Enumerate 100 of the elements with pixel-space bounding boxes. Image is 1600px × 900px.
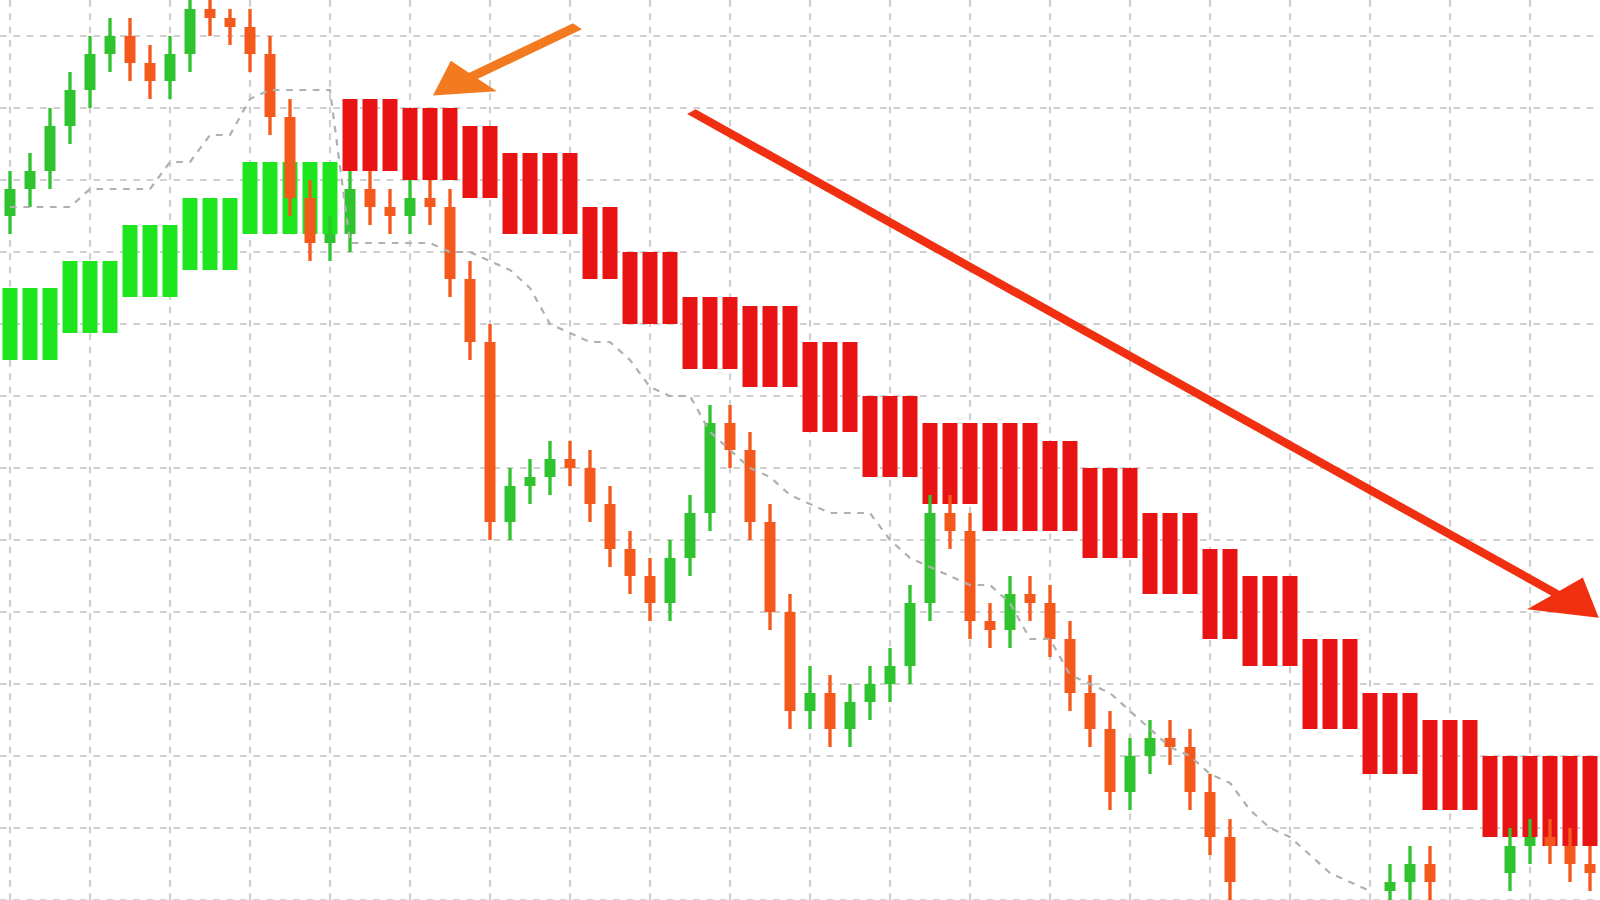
candlestick bbox=[564, 439, 576, 488]
bar bbox=[582, 207, 598, 279]
bar bbox=[722, 297, 738, 369]
bar bbox=[922, 423, 938, 504]
candlestick bbox=[184, 0, 196, 74]
candlestick bbox=[584, 448, 596, 524]
bar bbox=[1022, 423, 1038, 531]
bar bbox=[1222, 549, 1238, 639]
candlestick bbox=[384, 187, 396, 236]
bar bbox=[82, 261, 98, 333]
bar bbox=[182, 198, 198, 270]
candlestick bbox=[804, 664, 816, 731]
bar bbox=[862, 396, 878, 477]
bar bbox=[1142, 513, 1158, 594]
bar bbox=[1502, 756, 1518, 837]
bar bbox=[942, 423, 958, 504]
bar bbox=[982, 423, 998, 531]
bar bbox=[562, 153, 578, 234]
bar bbox=[1162, 513, 1178, 594]
candlestick bbox=[864, 664, 876, 722]
candlestick bbox=[1424, 844, 1436, 900]
bar bbox=[1322, 639, 1338, 729]
bar bbox=[362, 99, 378, 171]
bar bbox=[462, 126, 478, 198]
bar bbox=[1042, 441, 1058, 531]
candlestick bbox=[84, 34, 96, 110]
bar bbox=[1202, 549, 1218, 639]
bar bbox=[162, 225, 178, 297]
bar bbox=[742, 306, 758, 387]
candlestick bbox=[524, 457, 536, 506]
candlestick bbox=[544, 439, 556, 497]
bar bbox=[1262, 576, 1278, 666]
bar bbox=[1282, 576, 1298, 666]
bar bbox=[702, 297, 718, 369]
bar bbox=[502, 153, 518, 234]
bar bbox=[442, 108, 458, 180]
candlestick bbox=[244, 7, 256, 74]
candlestick bbox=[164, 34, 176, 101]
candlestick bbox=[664, 538, 676, 623]
bar bbox=[1582, 756, 1598, 846]
candlestick bbox=[724, 403, 736, 470]
bar bbox=[1242, 576, 1258, 666]
bar bbox=[2, 288, 18, 360]
bar bbox=[242, 162, 258, 234]
candlestick bbox=[624, 529, 636, 596]
candlestick bbox=[1224, 817, 1236, 900]
candlestick bbox=[144, 43, 156, 101]
candlestick bbox=[124, 16, 136, 83]
candlestick bbox=[1204, 772, 1216, 857]
bar bbox=[542, 153, 558, 234]
bar bbox=[22, 288, 38, 360]
candlestick bbox=[1144, 718, 1156, 776]
bar bbox=[222, 198, 238, 270]
bar bbox=[1082, 468, 1098, 558]
bar bbox=[1482, 756, 1498, 837]
bar bbox=[422, 108, 438, 180]
bar bbox=[1362, 693, 1378, 774]
bar bbox=[1102, 468, 1118, 558]
bar bbox=[622, 252, 638, 324]
candlestick bbox=[684, 493, 696, 578]
bar bbox=[102, 261, 118, 333]
bar bbox=[762, 306, 778, 387]
candlestick bbox=[824, 673, 836, 749]
candlestick bbox=[1084, 673, 1096, 749]
candlestick bbox=[24, 151, 36, 209]
bar bbox=[142, 225, 158, 297]
bar bbox=[802, 342, 818, 432]
bar bbox=[1402, 693, 1418, 774]
candlestick bbox=[1404, 844, 1416, 900]
bar bbox=[682, 297, 698, 369]
bar bbox=[202, 198, 218, 270]
candlestick bbox=[44, 106, 56, 191]
bar bbox=[1302, 639, 1318, 729]
bar bbox=[962, 423, 978, 504]
candlestick bbox=[1384, 862, 1396, 900]
bar bbox=[402, 108, 418, 180]
bar bbox=[342, 99, 358, 171]
bar bbox=[382, 99, 398, 171]
bar bbox=[1002, 423, 1018, 531]
bar bbox=[882, 396, 898, 477]
bar bbox=[482, 126, 498, 198]
candlestick bbox=[204, 0, 216, 38]
bar bbox=[782, 306, 798, 387]
bar bbox=[42, 288, 58, 360]
candlestick bbox=[884, 646, 896, 704]
bar bbox=[662, 252, 678, 324]
bar bbox=[62, 261, 78, 333]
candlestick bbox=[644, 556, 656, 623]
bar bbox=[1422, 720, 1438, 810]
bar bbox=[262, 162, 278, 234]
bar bbox=[602, 207, 618, 279]
bar bbox=[1342, 639, 1358, 729]
candlestick bbox=[844, 682, 856, 749]
bar bbox=[1382, 693, 1398, 774]
bar bbox=[1462, 720, 1478, 810]
candlestick bbox=[1004, 574, 1016, 650]
bar bbox=[1062, 441, 1078, 531]
candlestick bbox=[604, 484, 616, 569]
candlestick bbox=[984, 601, 996, 650]
candlestick bbox=[1024, 574, 1036, 623]
